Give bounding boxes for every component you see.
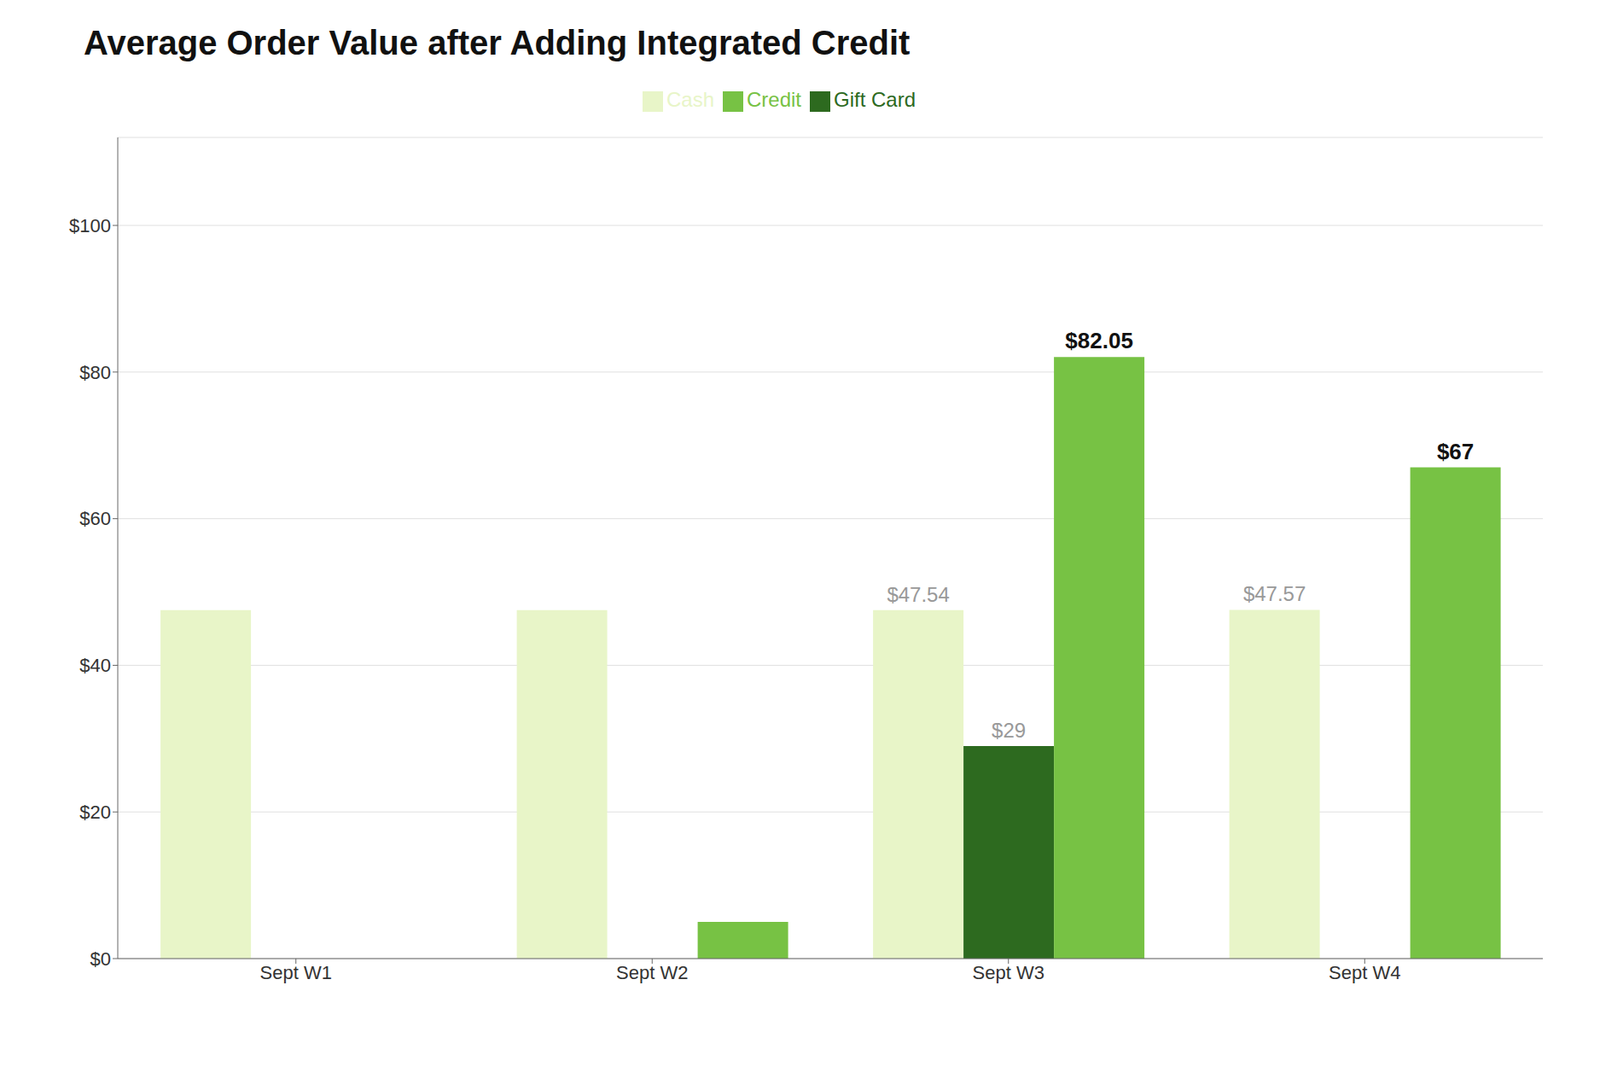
svg-text:Sept W4: Sept W4: [1328, 961, 1401, 984]
html-text:Credit: Credit: [746, 87, 802, 111]
svg-text:$0: $0: [90, 948, 111, 970]
svg-text:$29: $29: [991, 718, 1026, 742]
html-text:Gift Card: Gift Card: [833, 87, 916, 111]
svg-text:$100: $100: [69, 215, 111, 237]
svg-text:$60: $60: [79, 507, 111, 530]
svg-text:$80: $80: [79, 361, 111, 384]
html-text:Average Order Value after Addi: Average Order Value after Adding Integra…: [83, 23, 910, 62]
svg-text:$47.54: $47.54: [886, 582, 949, 606]
svg-text:$40: $40: [79, 654, 111, 676]
svg-text:$82.05: $82.05: [1064, 327, 1134, 354]
html-text:Cash: Cash: [666, 87, 715, 111]
svg-text:Sept W2: Sept W2: [616, 961, 688, 984]
svg-text:Sept W3: Sept W3: [972, 961, 1045, 984]
svg-text:$20: $20: [79, 801, 111, 823]
svg-text:$47.57: $47.57: [1243, 581, 1306, 606]
svg-text:$67: $67: [1437, 438, 1474, 465]
svg-text:Sept W1: Sept W1: [260, 961, 332, 984]
